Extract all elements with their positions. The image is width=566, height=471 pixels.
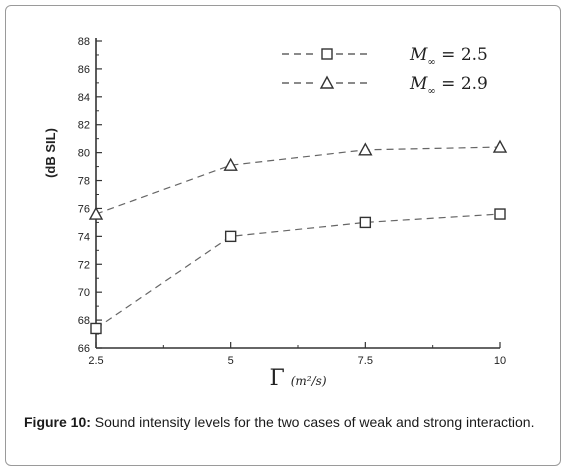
y-tick-label: 68 <box>78 315 90 327</box>
legend-label: M∞ = 2.5 <box>409 45 488 68</box>
data-point-triangle <box>358 142 373 156</box>
y-tick-label: 88 <box>78 36 90 48</box>
legend-entry: M∞ = 2.5 <box>282 45 488 68</box>
data-point-triangle <box>492 139 508 153</box>
y-tick-label: 70 <box>78 287 90 299</box>
caption-label: Figure 10: <box>24 414 91 430</box>
figure-caption: Figure 10: Sound intensity levels for th… <box>24 413 544 432</box>
legend-marker-triangle <box>319 75 335 89</box>
x-tick-label: 2.5 <box>88 355 103 367</box>
legend-entry: M∞ = 2.9 <box>282 74 488 97</box>
legend-marker-square <box>321 48 333 60</box>
series-line-2 <box>95 146 501 215</box>
y-tick-label: 86 <box>78 64 90 76</box>
y-tick-label: 76 <box>78 203 90 215</box>
legend-label: M∞ = 2.9 <box>409 74 488 97</box>
x-tick-label: 7.5 <box>358 355 373 367</box>
data-point-square <box>494 208 506 220</box>
caption-text: Sound intensity levels for the two cases… <box>94 414 535 430</box>
y-tick-label: 74 <box>78 231 90 243</box>
data-point-square <box>359 216 372 229</box>
figure-frame <box>5 5 561 466</box>
data-point-square <box>90 322 102 335</box>
data-point-triangle <box>88 206 104 220</box>
x-tick-label: 10 <box>494 355 506 367</box>
line-chart: 66 68 70 72 74 76 78 80 82 84 86 88 2.5 5 7.5 10 (dB SIL… <box>43 36 508 391</box>
x-tick-label: 5 <box>228 355 234 367</box>
y-tick-label: 82 <box>78 120 90 132</box>
series-line-1 <box>95 213 501 329</box>
y-tick-label: 72 <box>78 259 90 271</box>
y-tick-label: 66 <box>78 343 90 355</box>
x-axis-label: Γ (m²/s) <box>269 366 326 391</box>
data-point-triangle <box>223 157 238 171</box>
data-point-square <box>224 230 237 243</box>
y-tick-label: 78 <box>78 176 90 188</box>
y-axis-label: (dB SIL) <box>43 128 58 178</box>
y-tick-label: 84 <box>78 92 90 104</box>
y-tick-label: 80 <box>78 148 90 160</box>
